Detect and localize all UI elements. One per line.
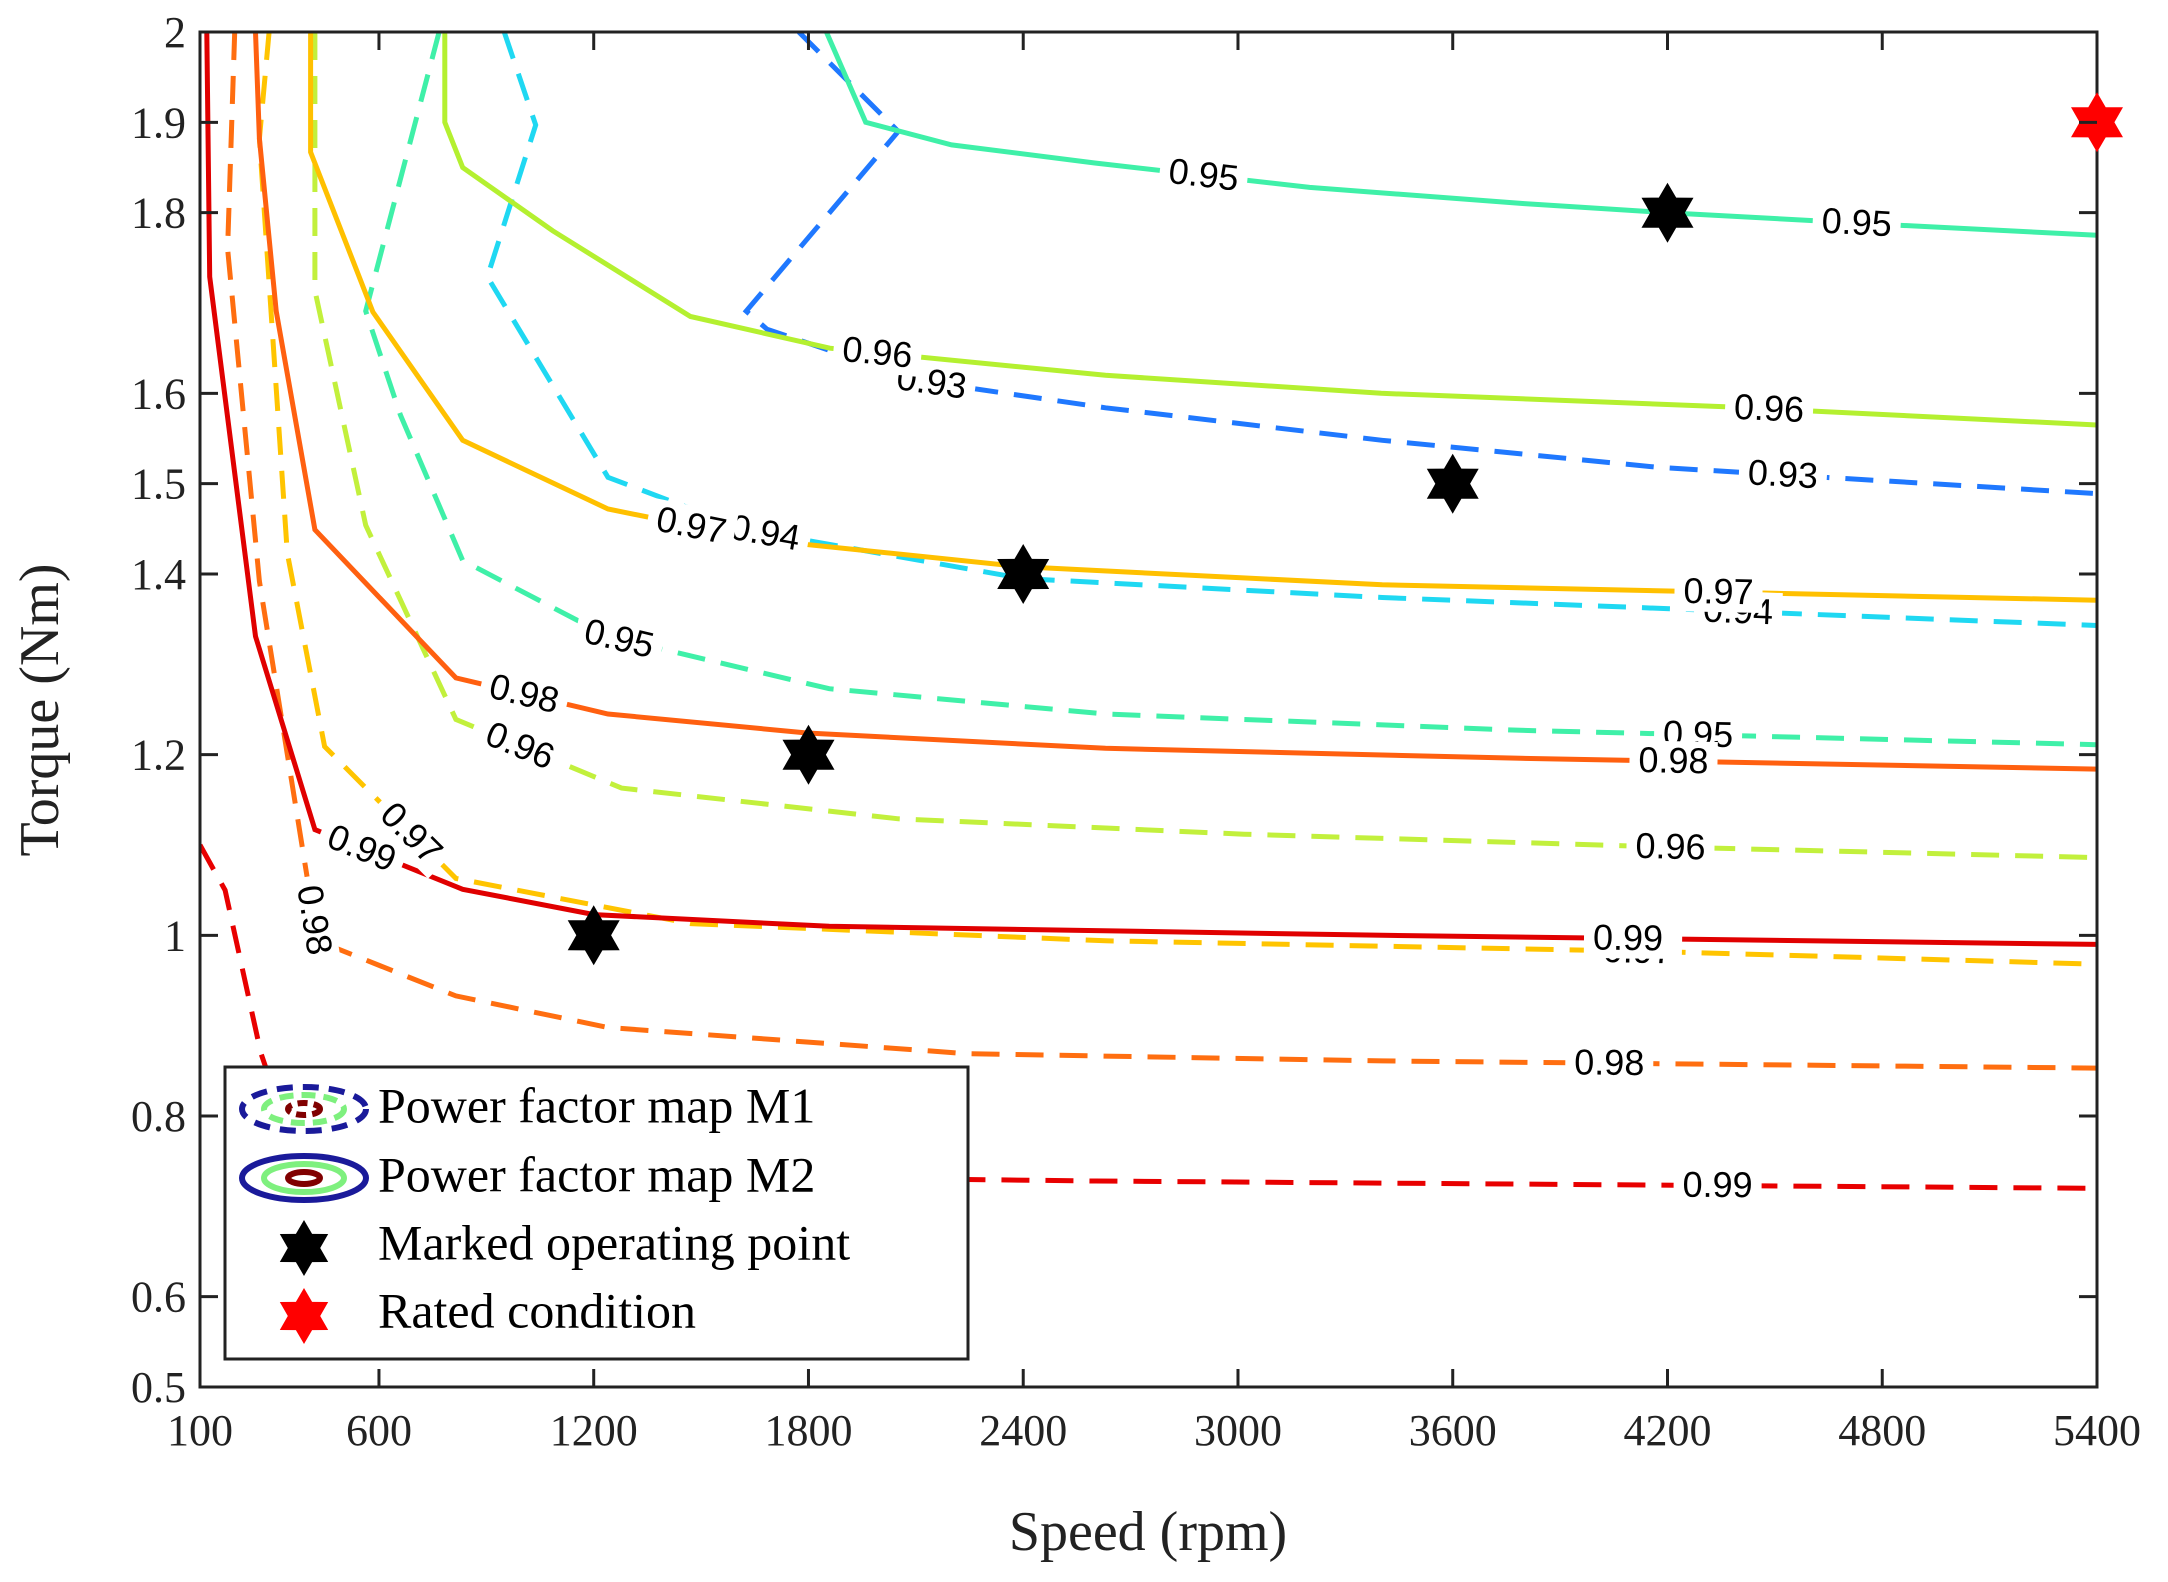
- y-tick-label: 0.6: [131, 1273, 186, 1322]
- y-tick-label: 1.4: [131, 550, 186, 599]
- contour-label-bg: [476, 664, 572, 724]
- contour-label-layer: 0.930.930.940.940.950.950.960.960.970.97…: [287, 150, 1902, 1206]
- contour-line-m1: [312, 32, 2097, 861]
- contour-line-m1: [256, 32, 2097, 967]
- legend-icon-m2: [239, 1153, 369, 1203]
- legend-label: Rated condition: [378, 1282, 696, 1338]
- legend-icon-m1: [239, 1084, 369, 1134]
- x-tick-label: 4800: [1838, 1406, 1926, 1455]
- contour-label-bg: [1626, 826, 1715, 869]
- contour-label-bg: [571, 609, 667, 669]
- y-tick-label: 1.6: [131, 369, 186, 418]
- legend-box: [223, 1065, 970, 1361]
- contour-label-bg: [1724, 386, 1815, 432]
- x-tick-label: 600: [346, 1406, 412, 1455]
- operating-point: [782, 724, 835, 785]
- x-tick-label: 100: [167, 1406, 233, 1455]
- contour-line-m2: [308, 32, 2097, 603]
- y-tick-label: 1.5: [131, 460, 186, 509]
- x-tick-label: 1200: [550, 1406, 638, 1455]
- contour-label: 0.95: [1167, 150, 1241, 199]
- contour-label-bg: [1811, 200, 1902, 246]
- contour-label-bg: [287, 873, 341, 967]
- contour-label-group: 0.97: [1674, 570, 1763, 614]
- legend-icon-star: [279, 1288, 329, 1344]
- contour-line-m2: [442, 32, 2097, 428]
- contour-label: 0.98: [1574, 1041, 1645, 1083]
- operating-point: [1641, 182, 1694, 243]
- legend-label: Power factor map M2: [378, 1146, 815, 1202]
- contour-label: 0.93: [1747, 451, 1819, 496]
- legend-label: Power factor map M1: [378, 1077, 815, 1133]
- contour-label: 0.98: [1638, 739, 1709, 781]
- plot-frame: [198, 30, 2099, 1389]
- contour-label-bg: [718, 505, 812, 561]
- contour-line-m2: [824, 32, 2097, 238]
- contour-label-group: 0.95: [1811, 200, 1902, 246]
- y-axis-label: Torque (Nm): [9, 563, 71, 856]
- operating-point: [567, 905, 620, 966]
- y-tick-label: 0.5: [131, 1363, 186, 1412]
- y-tick-label: 1.8: [131, 189, 186, 238]
- y-tick-label: 1.2: [131, 731, 186, 780]
- contour-label-group: 0.95: [571, 609, 667, 669]
- contour-label-bg: [471, 710, 569, 782]
- contour-label-bg: [1673, 1165, 1762, 1206]
- contour-label-bg: [1629, 740, 1718, 783]
- contour-label-group: 0.96: [831, 328, 924, 377]
- y-tick-label: 0.8: [131, 1092, 186, 1141]
- contour-label-group: 0.99: [1673, 1164, 1762, 1206]
- contour-label-group: 0.95: [1157, 150, 1250, 201]
- contour-label-bg: [1583, 917, 1673, 959]
- contour-label-bg: [1565, 1042, 1654, 1084]
- contour-line-m1: [225, 32, 2097, 1071]
- operating-point: [1426, 453, 1479, 514]
- contour-label: 0.96: [1733, 386, 1805, 430]
- x-tick-label: 2400: [979, 1406, 1067, 1455]
- x-tick-label: 5400: [2053, 1406, 2141, 1455]
- y-tick-label: 1: [164, 911, 186, 960]
- x-tick-label: 3000: [1194, 1406, 1282, 1455]
- contour-label-bg: [831, 328, 924, 377]
- contour-label-bg: [365, 788, 457, 879]
- contour-label-group: 0.96: [1626, 825, 1715, 869]
- contour-label-group: 0.98: [1565, 1041, 1654, 1084]
- contour-label: 0.99: [1682, 1164, 1752, 1205]
- contour-label-bg: [1674, 571, 1763, 614]
- x-axis-label: Speed (rpm): [1009, 1501, 1287, 1563]
- contour-label: 0.96: [841, 328, 915, 376]
- operating-point: [997, 544, 1050, 604]
- contour-label-group: 0.93: [1737, 451, 1829, 498]
- contour-label-group: 0.98: [1629, 739, 1718, 783]
- contour-label: 0.95: [1821, 200, 1893, 245]
- contour-label: 0.96: [1635, 825, 1706, 868]
- contour-label-bg: [1157, 150, 1250, 201]
- x-tick-label: 4200: [1623, 1406, 1711, 1455]
- x-tick-label: 1800: [764, 1406, 852, 1455]
- contour-label-group: 0.96: [1724, 386, 1815, 432]
- y-tick-label: 2: [164, 8, 186, 57]
- legend-icon-star: [279, 1220, 329, 1276]
- contour-line-m2: [204, 32, 2097, 947]
- contour-label-bg: [313, 813, 410, 884]
- x-tick-label: 3600: [1409, 1406, 1497, 1455]
- contour-label-bg: [1737, 452, 1829, 498]
- contour-label: 0.99: [1593, 916, 1664, 958]
- contour-label: 0.97: [1683, 570, 1754, 612]
- y-tick-label: 1.9: [131, 98, 186, 147]
- legend-label: Marked operating point: [378, 1214, 850, 1270]
- contour-label-bg: [644, 497, 739, 555]
- legend: Power factor map M1 Power factor map M2 …: [223, 1065, 970, 1361]
- contour-label-group: 0.99: [1583, 916, 1673, 959]
